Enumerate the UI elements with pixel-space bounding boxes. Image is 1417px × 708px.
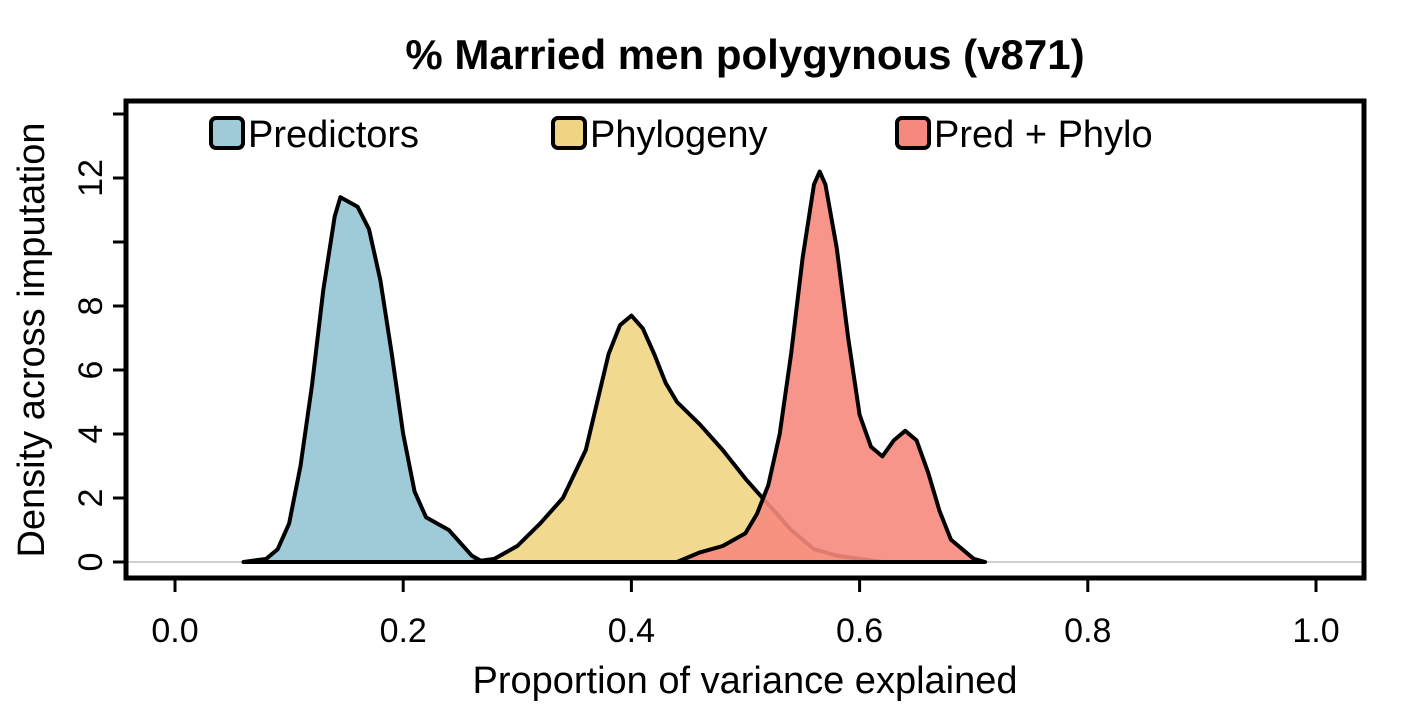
legend-swatch <box>551 116 587 150</box>
legend-label: Pred + Phylo <box>934 114 1153 156</box>
x-tick-label: 0.6 <box>836 612 883 650</box>
x-tick-label: 1.0 <box>1292 612 1339 650</box>
density-area-pred-phylo <box>675 169 988 564</box>
x-tick-label: 0.4 <box>608 612 655 650</box>
y-tick-label: 8 <box>72 297 110 316</box>
legend-swatch <box>895 116 931 150</box>
plot-frame <box>123 98 1367 581</box>
y-tick-label: 0 <box>72 553 110 572</box>
chart-title: % Married men polygynous (v871) <box>405 31 1084 78</box>
y-tick-label: 12 <box>72 159 110 197</box>
legend-label: Predictors <box>248 114 419 156</box>
y-tick-label: 4 <box>72 425 110 444</box>
legend-swatch <box>209 116 245 150</box>
x-tick-label: 0.0 <box>151 612 198 650</box>
x-tick-label: 0.2 <box>380 612 427 650</box>
x-axis-label: Proportion of variance explained <box>472 660 1017 702</box>
y-tick-label: 2 <box>72 489 110 508</box>
density-area-predictors <box>241 195 486 564</box>
y-tick-label: 6 <box>72 361 110 380</box>
y-axis-label: Density across imputation <box>11 122 53 557</box>
legend-label: Phylogeny <box>590 114 767 156</box>
x-tick-label: 0.8 <box>1064 612 1111 650</box>
